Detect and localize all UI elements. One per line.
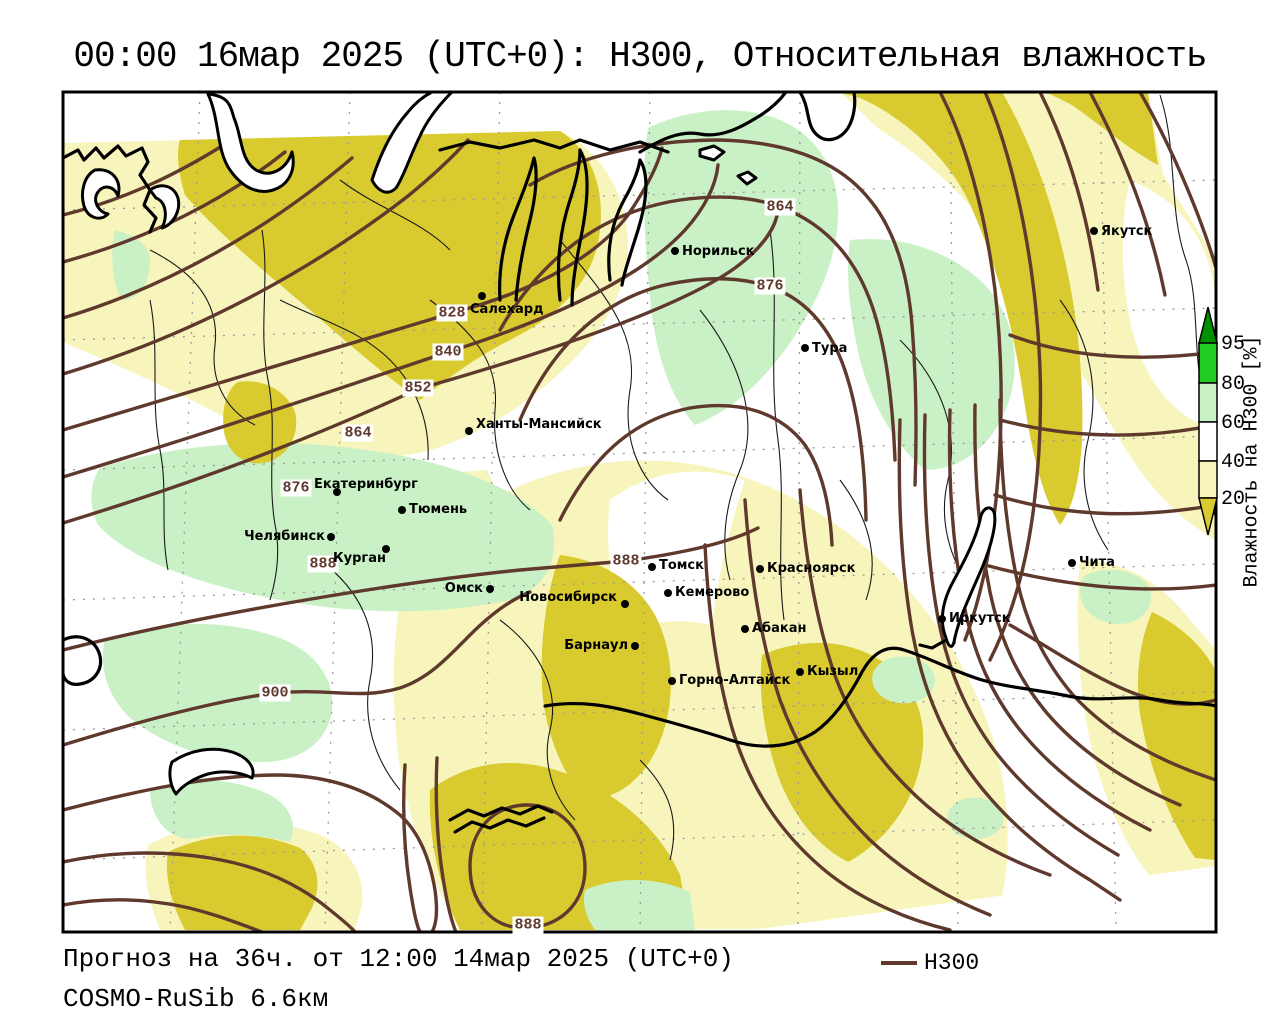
humidity-60-80-late-patches — [583, 569, 1152, 930]
contour-label-864-west: 864 — [342, 424, 374, 442]
city-label-tura: Тура — [812, 341, 848, 356]
colorbar-tick-80: 80 — [1221, 373, 1246, 396]
city-label-kemerovo: Кемерово — [675, 585, 750, 600]
city-label-irkutsk: Иркутск — [949, 611, 1011, 626]
humidity-shading — [63, 92, 1216, 930]
contour-label-888-center: 888 — [610, 552, 642, 570]
colorbar-seg-40-60 — [1198, 421, 1218, 462]
contour-label-888-south: 888 — [512, 916, 544, 934]
h300-legend-label: H300 — [924, 950, 980, 976]
contour-label-828: 828 — [436, 304, 468, 322]
contour-label-876-north: 876 — [754, 277, 786, 295]
city-label-salekhard: Салехард — [470, 302, 544, 317]
city-label-ekaterinburg: Екатеринбург — [314, 477, 418, 492]
city-label-abakan: Абакан — [752, 621, 807, 636]
city-label-omsk: Омск — [444, 581, 483, 596]
city-label-krasnoyarsk: Красноярск — [767, 561, 856, 576]
model-info: COSMO-RuSib 6.6км — [63, 984, 329, 1014]
colorbar-tick-20: 20 — [1221, 488, 1246, 511]
city-label-barnaul: Барнаул — [564, 638, 628, 653]
colorbar-arrow-bottom — [1198, 497, 1218, 536]
page-title: 00:00 16мар 2025 (UTC+0): H300, Относите… — [73, 36, 1207, 77]
contour-label-840: 840 — [432, 343, 464, 361]
contour-label-852: 852 — [402, 379, 434, 397]
city-label-khanty-mansiysk: Ханты-Мансийск — [476, 417, 602, 432]
city-label-chita: Чита — [1079, 555, 1115, 570]
contour-label-900: 900 — [259, 684, 291, 702]
contour-label-888-west: 888 — [307, 555, 339, 573]
colorbar-tick-60: 60 — [1221, 412, 1246, 435]
city-label-tyumen: Тюмень — [409, 502, 468, 517]
map-frame — [61, 90, 1218, 934]
colorbar-seg-60-80 — [1198, 382, 1218, 423]
city-label-tomsk: Томск — [659, 558, 704, 573]
colorbar-title: Влажность на H300 [%] — [1240, 335, 1264, 588]
contour-label-864-north: 864 — [764, 198, 796, 216]
city-label-norilsk: Норильск — [682, 244, 755, 259]
city-label-chelyabinsk: Челябинск — [244, 529, 325, 544]
contour-label-876-west: 876 — [280, 479, 312, 497]
h300-legend-line — [881, 961, 917, 965]
colorbar-seg-80-95 — [1198, 342, 1218, 384]
city-label-gorno-altaysk: Горно-Алтайск — [679, 673, 791, 688]
h300-contours — [63, 92, 1216, 932]
forecast-info: Прогноз на 36ч. от 12:00 14мар 2025 (UTC… — [63, 944, 734, 974]
city-label-novosibirsk: Новосибирск — [519, 590, 617, 605]
coastlines — [63, 92, 1216, 834]
humidity-colorbar — [1198, 306, 1218, 536]
colorbar-tick-40: 40 — [1221, 451, 1246, 474]
city-label-kurgan: Курган — [333, 551, 386, 566]
colorbar-seg-20-40 — [1198, 460, 1218, 499]
city-label-yakutsk: Якутск — [1101, 224, 1153, 239]
city-dots — [327, 227, 1098, 685]
colorbar-tick-95: 95 — [1221, 333, 1246, 356]
city-label-kyzyl: Кызыл — [807, 664, 859, 679]
